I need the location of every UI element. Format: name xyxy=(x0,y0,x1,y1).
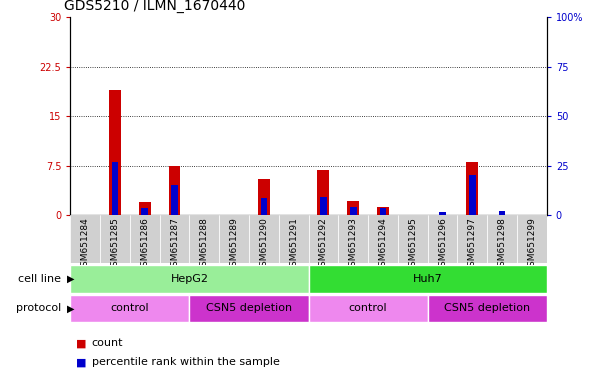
Bar xyxy=(439,212,446,215)
Text: GSM651286: GSM651286 xyxy=(141,217,149,272)
Bar xyxy=(142,208,148,215)
Text: GSM651299: GSM651299 xyxy=(527,217,536,272)
Text: CSN5 depletion: CSN5 depletion xyxy=(444,303,530,313)
Text: CSN5 depletion: CSN5 depletion xyxy=(206,303,292,313)
Bar xyxy=(499,211,505,215)
FancyBboxPatch shape xyxy=(309,295,428,322)
Text: GSM651295: GSM651295 xyxy=(408,217,417,272)
Bar xyxy=(261,198,267,215)
Text: GSM651288: GSM651288 xyxy=(200,217,209,272)
Text: HepG2: HepG2 xyxy=(170,274,208,284)
Text: protocol: protocol xyxy=(16,303,61,313)
FancyBboxPatch shape xyxy=(70,295,189,322)
Text: ■: ■ xyxy=(76,358,87,367)
Bar xyxy=(171,185,178,215)
FancyBboxPatch shape xyxy=(130,215,159,263)
Text: GSM651297: GSM651297 xyxy=(468,217,477,272)
Text: percentile rank within the sample: percentile rank within the sample xyxy=(92,358,279,367)
Text: GSM651289: GSM651289 xyxy=(230,217,238,272)
Bar xyxy=(377,207,389,215)
Text: ▶: ▶ xyxy=(67,274,75,284)
FancyBboxPatch shape xyxy=(517,215,547,263)
Text: GDS5210 / ILMN_1670440: GDS5210 / ILMN_1670440 xyxy=(64,0,246,13)
Text: GSM651298: GSM651298 xyxy=(498,217,507,272)
Text: GSM651296: GSM651296 xyxy=(438,217,447,272)
Bar xyxy=(350,207,356,215)
FancyBboxPatch shape xyxy=(249,215,279,263)
Text: GSM651290: GSM651290 xyxy=(260,217,268,272)
FancyBboxPatch shape xyxy=(309,215,338,263)
Bar xyxy=(109,90,121,215)
Text: ▶: ▶ xyxy=(67,303,75,313)
FancyBboxPatch shape xyxy=(70,215,100,263)
Bar xyxy=(169,166,180,215)
Text: GSM651292: GSM651292 xyxy=(319,217,328,272)
Text: GSM651285: GSM651285 xyxy=(111,217,119,272)
Bar xyxy=(112,162,118,215)
Bar xyxy=(258,179,270,215)
Bar xyxy=(469,175,475,215)
Text: control: control xyxy=(349,303,387,313)
FancyBboxPatch shape xyxy=(309,265,547,293)
FancyBboxPatch shape xyxy=(100,215,130,263)
Bar xyxy=(318,170,329,215)
FancyBboxPatch shape xyxy=(428,215,458,263)
Text: ■: ■ xyxy=(76,338,87,348)
Bar xyxy=(466,162,478,215)
Text: cell line: cell line xyxy=(18,274,61,284)
Text: control: control xyxy=(111,303,149,313)
Bar xyxy=(320,197,327,215)
Text: GSM651287: GSM651287 xyxy=(170,217,179,272)
FancyBboxPatch shape xyxy=(458,215,488,263)
FancyBboxPatch shape xyxy=(189,295,309,322)
Text: GSM651293: GSM651293 xyxy=(349,217,357,272)
FancyBboxPatch shape xyxy=(398,215,428,263)
Text: count: count xyxy=(92,338,123,348)
FancyBboxPatch shape xyxy=(189,215,219,263)
FancyBboxPatch shape xyxy=(219,215,249,263)
FancyBboxPatch shape xyxy=(70,265,309,293)
FancyBboxPatch shape xyxy=(159,215,189,263)
FancyBboxPatch shape xyxy=(488,215,517,263)
FancyBboxPatch shape xyxy=(338,215,368,263)
Text: Huh7: Huh7 xyxy=(413,274,442,284)
FancyBboxPatch shape xyxy=(368,215,398,263)
Text: GSM651291: GSM651291 xyxy=(289,217,298,272)
Bar xyxy=(139,202,151,215)
FancyBboxPatch shape xyxy=(279,215,309,263)
Text: GSM651284: GSM651284 xyxy=(81,217,90,272)
Text: GSM651294: GSM651294 xyxy=(379,217,387,272)
Bar xyxy=(347,200,359,215)
Bar xyxy=(380,208,386,215)
FancyBboxPatch shape xyxy=(428,295,547,322)
